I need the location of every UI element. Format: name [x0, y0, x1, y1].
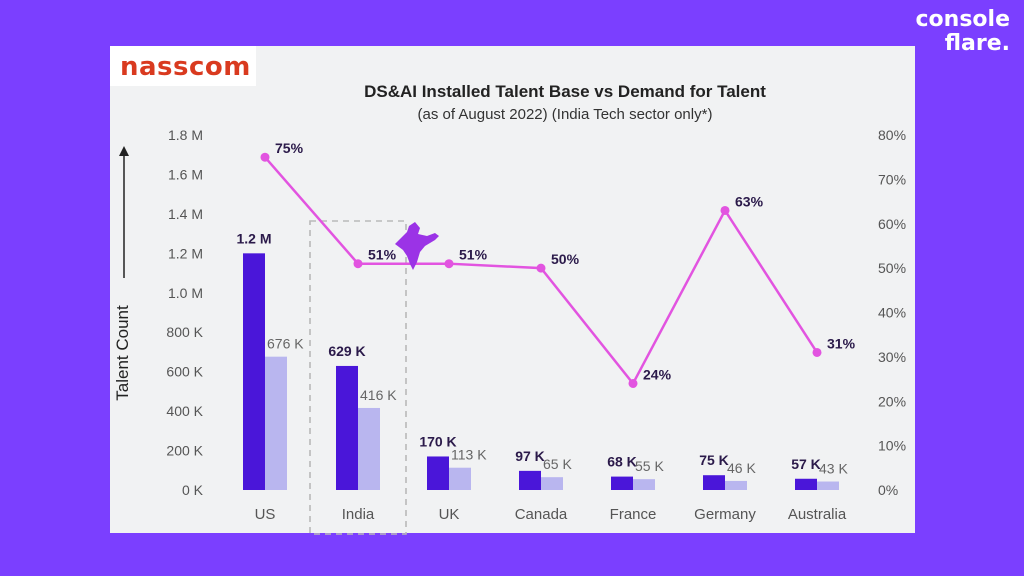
right-tick-label: 0%: [878, 482, 898, 498]
nasscom-logo: nasscom: [110, 46, 256, 86]
left-tick-label: 1.6 M: [168, 166, 203, 182]
y-axis-arrow: [119, 146, 129, 278]
bar-supply-label: 68 K: [607, 454, 637, 470]
bar-supply-france: [611, 476, 633, 490]
bar-demand-label: 43 K: [819, 461, 848, 477]
bar-supply-label: 170 K: [419, 433, 456, 449]
highlight-box: [309, 220, 407, 535]
bar-supply-india: [336, 365, 358, 490]
bar-supply-label: 97 K: [515, 448, 545, 464]
left-tick-label: 1.4 M: [168, 206, 203, 222]
bar-demand-us: [265, 356, 287, 490]
bars: [243, 253, 839, 490]
bar-supply-label: 1.2 M: [236, 230, 271, 246]
percentage-point: [353, 259, 363, 269]
y-axis-arrow-head: [119, 146, 129, 156]
bar-supply-canada: [519, 470, 541, 490]
percentage-label: 75%: [275, 140, 304, 156]
brand-line-2: flare.: [944, 31, 1010, 56]
percentage-label: 50%: [551, 251, 580, 267]
percentage-label: 51%: [368, 247, 397, 263]
right-tick-label: 70%: [878, 171, 906, 187]
category-label: US: [255, 506, 276, 523]
category-labels: US India UK Canada France Germany Australia: [255, 506, 847, 523]
bar-supply-australia: [795, 478, 817, 490]
left-tick-label: 600 K: [166, 364, 203, 380]
bar-supply-germany: [703, 475, 725, 490]
bar-supply-us: [243, 253, 265, 490]
percentage-label: 24%: [643, 367, 672, 383]
left-tick-label: 0 K: [182, 482, 204, 498]
category-label: Australia: [788, 506, 847, 523]
bar-demand-uk: [449, 467, 471, 490]
bar-supply-label: 75 K: [699, 452, 729, 468]
percentage-label: 63%: [735, 193, 764, 209]
consoleflare-logo: console flare.: [916, 8, 1011, 56]
category-label: Germany: [694, 506, 756, 523]
bar-supply-uk: [427, 456, 449, 490]
category-label: UK: [439, 506, 460, 523]
category-label: Canada: [515, 506, 568, 523]
right-tick-label: 20%: [878, 393, 906, 409]
bar-demand-label: 55 K: [635, 458, 664, 474]
percentage-label: 31%: [827, 335, 856, 351]
percentage-point: [260, 152, 270, 162]
percentage-point: [812, 347, 822, 357]
india-highlight: [309, 220, 407, 535]
bar-demand-australia: [817, 481, 839, 490]
bar-demand-label: 416 K: [360, 387, 397, 403]
right-tick-label: 80%: [878, 127, 906, 143]
left-tick-label: 200 K: [166, 443, 203, 459]
brand-line-1: console: [915, 7, 1011, 32]
right-tick-label: 40%: [878, 305, 906, 321]
right-tick-label: 30%: [878, 349, 906, 365]
percentage-point: [628, 379, 638, 388]
left-tick-label: 1.0 M: [168, 285, 203, 301]
left-tick-label: 800 K: [166, 324, 203, 340]
left-tick-label: 1.8 M: [168, 127, 203, 143]
chart-subtitle: (as of August 2022) (India Tech sector o…: [418, 106, 713, 123]
bar-demand-label: 113 K: [451, 447, 487, 463]
left-axis-ticks: 0 K 200 K 400 K 600 K 800 K 1.0 M 1.2 M 1.4 M 1.…: [166, 127, 203, 498]
percentage-point: [536, 263, 546, 273]
bar-supply-label: 629 K: [328, 343, 365, 359]
india-map-shape: [395, 222, 439, 270]
right-tick-label: 50%: [878, 260, 906, 276]
left-tick-label: 400 K: [166, 403, 203, 419]
bar-supply-label: 57 K: [791, 456, 821, 472]
category-label: France: [610, 506, 657, 523]
left-tick-label: 1.2 M: [168, 245, 203, 261]
bar-demand-india: [358, 407, 380, 490]
right-axis-ticks: 0% 10% 20% 30% 40% 50% 60% 70% 80%: [878, 127, 906, 498]
percentage-point: [720, 205, 730, 215]
bar-demand-label: 46 K: [727, 460, 756, 476]
percentage-point: [444, 259, 454, 269]
right-tick-label: 10%: [878, 438, 906, 454]
bar-demand-germany: [725, 480, 747, 490]
y-axis-label: Talent Count: [113, 305, 132, 401]
nasscom-logo-text: nasscom: [120, 52, 251, 82]
chart-title: DS&AI Installed Talent Base vs Demand fo…: [364, 82, 766, 101]
india-map-icon: [395, 222, 439, 270]
bar-demand-label: 65 K: [543, 456, 572, 472]
bar-demand-canada: [541, 477, 563, 490]
bar-demand-label: 676 K: [267, 336, 304, 352]
category-label: India: [342, 506, 375, 523]
right-tick-label: 60%: [878, 216, 906, 232]
bar-demand-france: [633, 479, 655, 490]
percentage-label: 51%: [459, 247, 488, 263]
percentage-line: 75% 51% 51% 50% 24% 63% 31%: [260, 140, 856, 388]
